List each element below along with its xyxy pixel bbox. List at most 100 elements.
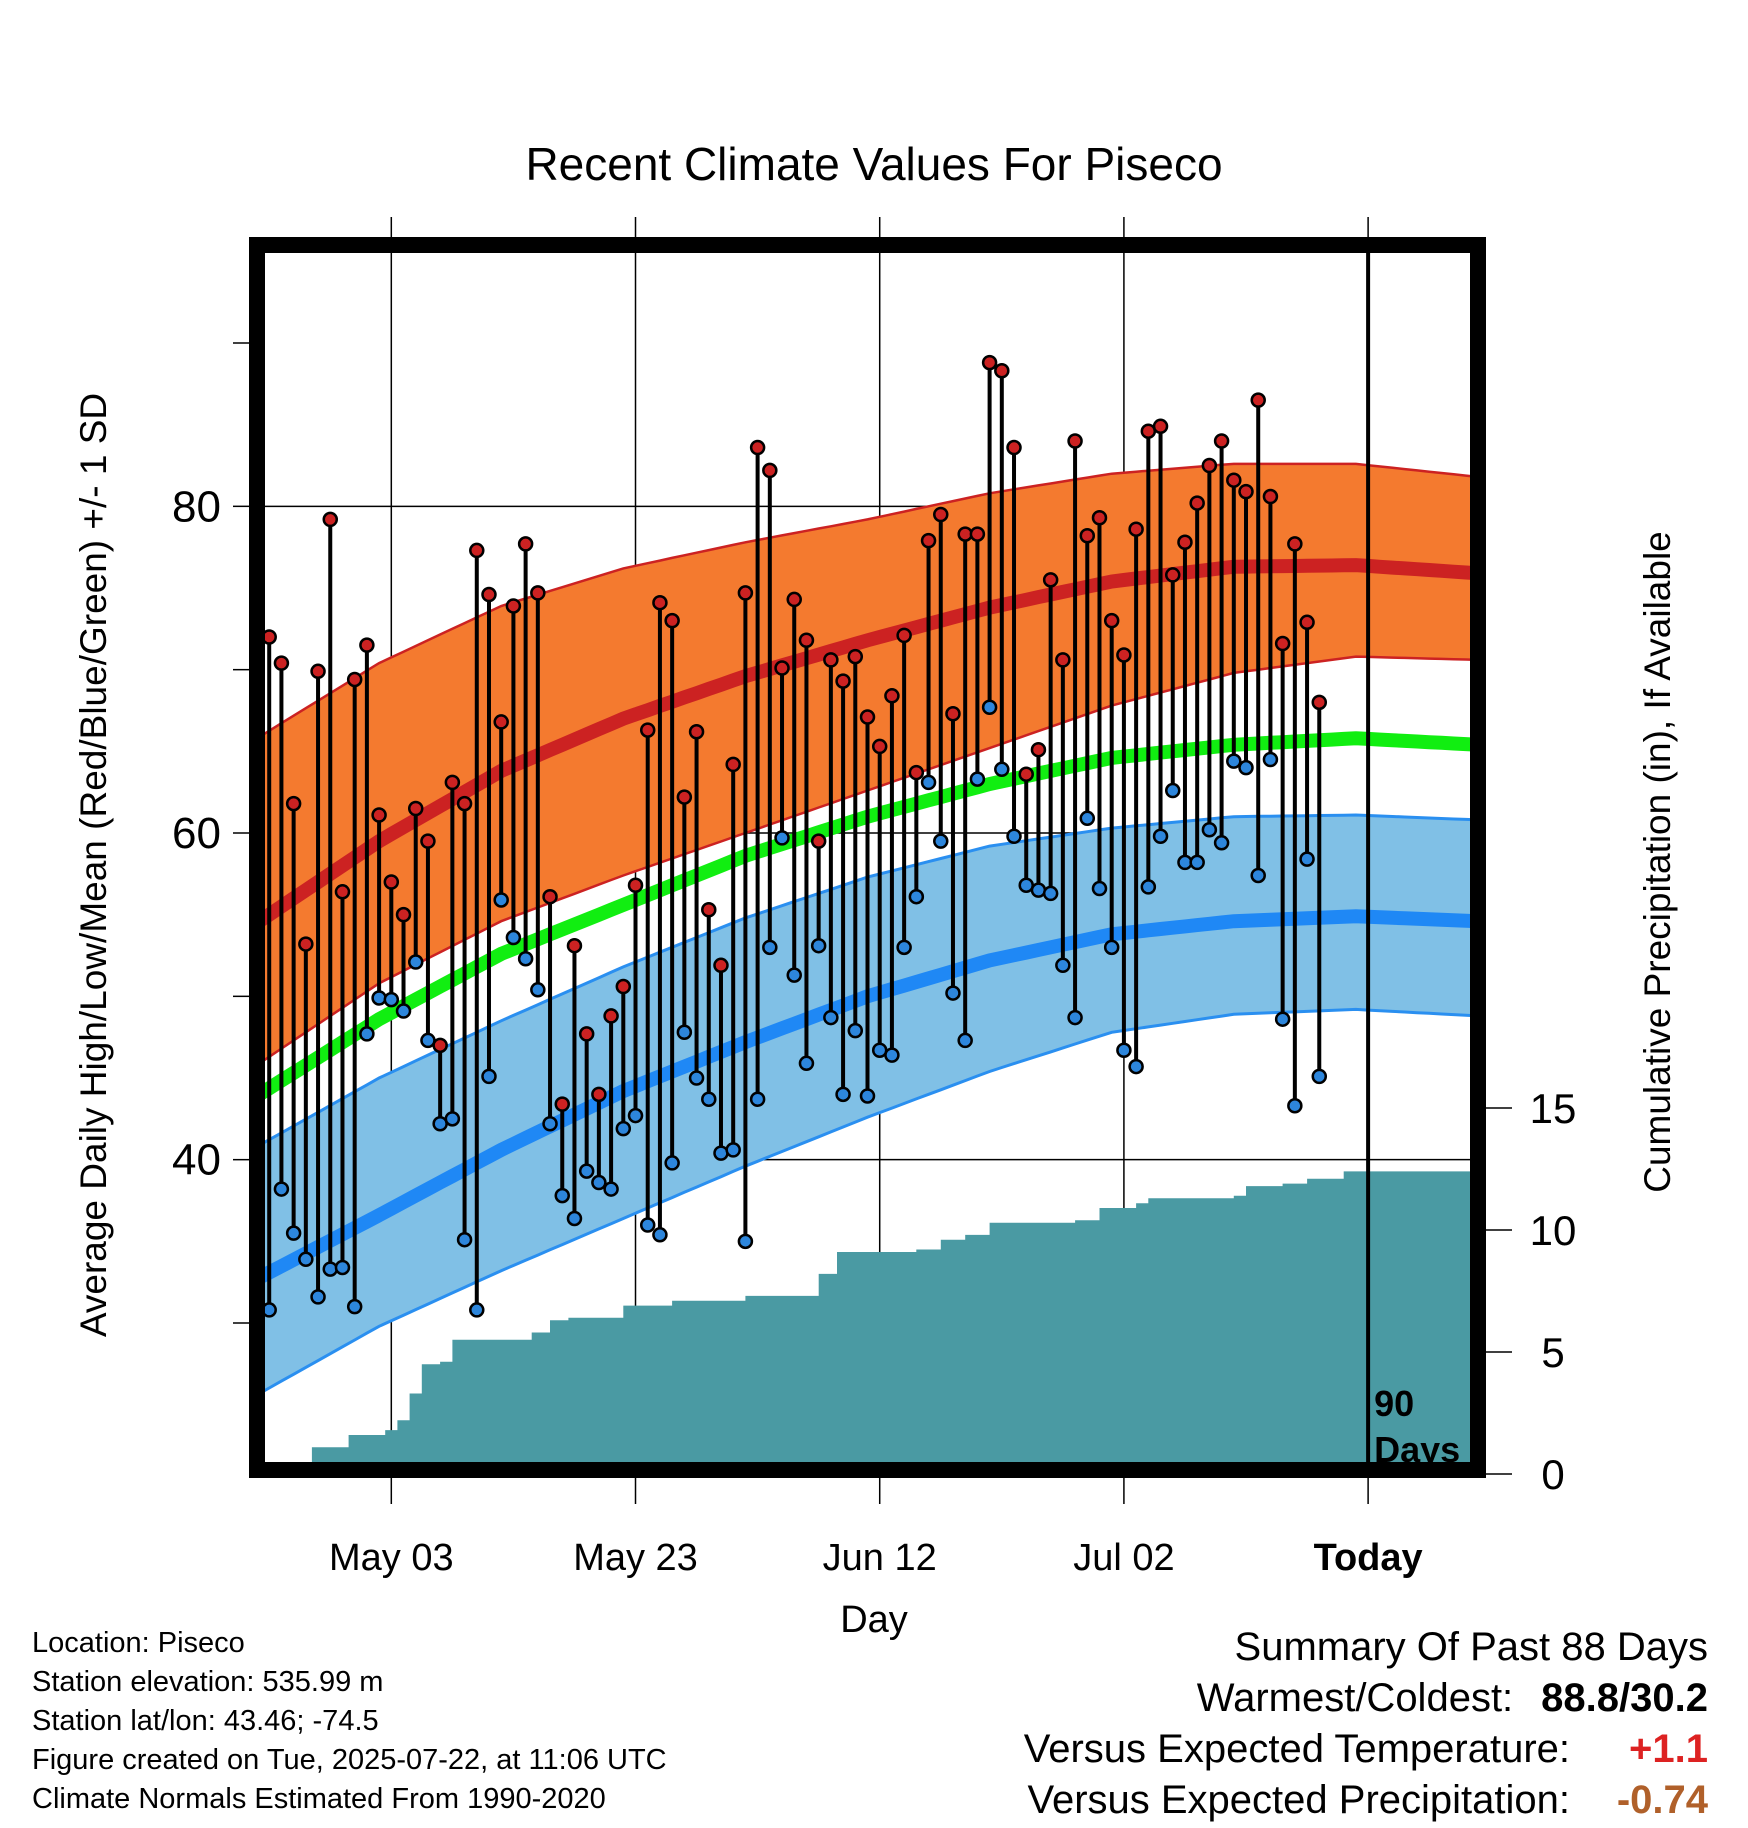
daily-low-point (737, 1233, 754, 1250)
daily-low-point (530, 982, 546, 998)
daily-high-point (1128, 521, 1144, 537)
daily-low-point (615, 1120, 632, 1137)
daily-low-point (1091, 880, 1108, 897)
daily-low-point (542, 1115, 558, 1132)
daily-high-point (676, 789, 693, 805)
created-text: Figure created on Tue, 2025-07-22, at 11… (32, 1744, 667, 1776)
daily-low-point (1140, 879, 1157, 895)
daily-low-point (713, 1145, 729, 1161)
daily-high-point (701, 902, 717, 918)
daily-high-point (322, 511, 339, 528)
daily-low-point (676, 1024, 693, 1041)
daily-high-point (603, 1008, 619, 1024)
x-axis-label: Day (840, 1599, 908, 1641)
daily-low-point (469, 1302, 485, 1318)
daily-high-point (627, 877, 644, 894)
daily-high-point (1055, 652, 1071, 668)
daily-high-point (1311, 694, 1328, 711)
daily-high-point (1042, 572, 1059, 588)
daily-high-point (444, 774, 461, 791)
daily-high-point (737, 585, 754, 601)
daily-high-point (346, 671, 363, 688)
daily-high-point (273, 655, 290, 671)
daily-low-point (774, 830, 790, 846)
daily-high-point (896, 627, 912, 644)
precip-anomaly-label: Versus Expected Precipitation: (1027, 1778, 1570, 1822)
daily-high-point (1189, 495, 1205, 511)
daily-low-point (310, 1289, 326, 1305)
daily-low-point (908, 888, 925, 905)
daily-low-point (1006, 828, 1022, 845)
daily-high-point (994, 363, 1010, 379)
daily-high-point (1201, 457, 1218, 474)
axes: 40 60 80 0 5 10 15 May 03 May 23 Jun 12 Jul 02 Toda… (172, 217, 1576, 1579)
daily-high-point (566, 937, 583, 954)
daily-low-point (957, 1032, 973, 1049)
daily-high-point (981, 354, 998, 371)
daily-low-point (1030, 882, 1047, 898)
daily-high-point (298, 936, 314, 952)
daily-low-point (346, 1298, 363, 1315)
y2-axis-label: Cumulative Precipitation (in), If Availa… (1637, 531, 1678, 1193)
daily-high-point (1250, 392, 1266, 408)
daily-high-point (762, 462, 778, 479)
daily-high-point (432, 1037, 448, 1054)
x-tick-label: May 23 (573, 1537, 698, 1579)
daily-high-point (334, 884, 351, 900)
daily-high-point (774, 660, 790, 676)
daily-high-point (969, 526, 986, 542)
daily-low-point (444, 1111, 461, 1127)
station-info: Location: Piseco Station elevation: 535.… (32, 1624, 667, 1819)
daily-low-point (652, 1227, 668, 1243)
daily-high-point (1213, 433, 1230, 449)
daily-low-point (664, 1155, 680, 1171)
daily-high-point (798, 632, 815, 649)
daily-high-point (1067, 433, 1083, 449)
daily-high-point (859, 709, 876, 725)
daily-low-point (823, 1009, 839, 1026)
daily-low-point (566, 1210, 583, 1227)
daily-high-point (481, 586, 497, 603)
daily-high-point (591, 1086, 607, 1103)
daily-low-point (1262, 751, 1279, 768)
daily-high-point (725, 756, 741, 773)
daily-high-point (810, 833, 827, 849)
daily-low-point (578, 1163, 595, 1179)
x-tick-label: Jun 12 (823, 1537, 937, 1579)
daily-low-point (884, 1047, 900, 1063)
daily-low-point (493, 892, 509, 908)
daily-low-point (1042, 885, 1059, 902)
y-tick-label: 40 (172, 1136, 221, 1185)
daily-low-point (627, 1107, 644, 1124)
daily-high-point (310, 663, 326, 680)
daily-high-point (786, 591, 802, 608)
daily-high-point (847, 648, 864, 665)
daily-low-point (1238, 759, 1254, 776)
daily-high-point (1116, 647, 1132, 663)
daily-low-point (810, 937, 827, 954)
daily-low-point (725, 1142, 741, 1158)
daily-high-point (835, 673, 851, 689)
latlon-text: Station lat/lon: 43.46; -74.5 (32, 1705, 379, 1737)
daily-low-point (933, 833, 949, 849)
daily-low-point (786, 967, 802, 983)
normals-text: Climate Normals Estimated From 1990-2020 (32, 1783, 606, 1815)
daily-high-point (1030, 741, 1047, 758)
x-tick-label: May 03 (329, 1537, 454, 1579)
daily-high-point (1079, 527, 1096, 544)
daily-high-point (456, 795, 473, 812)
daily-low-point (835, 1086, 851, 1103)
daily-high-point (639, 722, 656, 738)
y2-tick-label: 5 (1541, 1329, 1564, 1376)
y2-tick-label: 10 (1530, 1207, 1577, 1254)
daily-low-point (481, 1068, 497, 1085)
daily-high-point (664, 612, 680, 629)
daily-high-point (469, 542, 485, 559)
daily-high-point (945, 706, 961, 722)
daily-high-point (1262, 488, 1279, 505)
daily-low-point (981, 699, 998, 715)
daily-high-point (542, 888, 558, 905)
